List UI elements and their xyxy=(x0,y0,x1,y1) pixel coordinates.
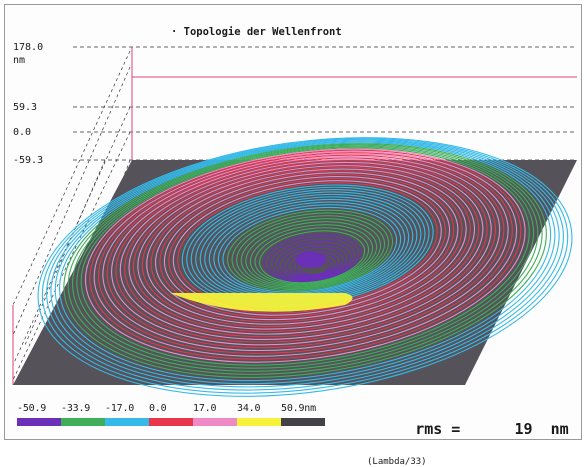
legend-swatch xyxy=(193,418,237,426)
surface-contour xyxy=(63,143,547,379)
legend-value: 50.9nm xyxy=(281,403,316,414)
legend-value: 17.0 xyxy=(193,403,217,414)
surface-contour xyxy=(282,246,346,279)
bounding-box-guides xyxy=(12,47,577,385)
z-tick-label: -59.3 xyxy=(13,155,43,166)
surface-contour xyxy=(84,148,526,363)
legend-values: -50.9 -33.9 -17.0 0.0 17.0 34.0 50.9nm xyxy=(17,403,325,414)
legend-swatch xyxy=(17,418,61,426)
surface-contour xyxy=(272,239,354,281)
surface-contour xyxy=(222,206,398,293)
z-tick-label: 178.0 xyxy=(13,42,43,53)
surface-contour xyxy=(128,161,484,335)
legend-swatch xyxy=(105,418,149,426)
surface-contour xyxy=(236,215,386,289)
surface-contour xyxy=(159,174,455,318)
surface-contour xyxy=(50,140,560,388)
z-tick-label: 59.3 xyxy=(13,102,37,113)
depth-guide xyxy=(12,131,131,381)
z-axis-unit: nm xyxy=(13,55,25,66)
surface-contour xyxy=(226,209,394,292)
surface-contour xyxy=(71,145,539,372)
surface-contour xyxy=(146,168,467,325)
surface-contour xyxy=(59,142,552,382)
z-tick-label: 0.0 xyxy=(13,127,31,138)
surface-contour xyxy=(124,160,488,338)
surface-contour xyxy=(80,147,530,366)
surface-contour xyxy=(150,170,463,323)
surface-contour xyxy=(249,224,374,286)
surface-contour xyxy=(37,137,573,397)
wavefront-surface xyxy=(37,137,573,397)
surface-contour xyxy=(41,138,569,394)
rms-value: 19 xyxy=(514,420,533,438)
surface-contour xyxy=(254,227,370,285)
legend-value: -17.0 xyxy=(105,403,135,414)
legend-value: 34.0 xyxy=(237,403,261,414)
surface-contour xyxy=(76,146,535,369)
surface-contour xyxy=(102,153,509,352)
surface-contour xyxy=(268,236,358,282)
surface-contour xyxy=(119,158,492,340)
surface-contour xyxy=(217,204,402,295)
legend-value: -50.9 xyxy=(17,403,47,414)
legend-swatch xyxy=(61,418,105,426)
plot-title: · Topologie der Wellenfront xyxy=(171,26,342,38)
surface-contour xyxy=(115,157,496,343)
surface-high-band xyxy=(170,293,353,312)
surface-minimum xyxy=(296,252,326,268)
surface-contour xyxy=(67,144,543,375)
surface-contour xyxy=(106,154,505,349)
legend-swatch xyxy=(237,418,281,426)
legend-value: -33.9 xyxy=(61,403,91,414)
surface-contour xyxy=(259,230,366,284)
color-legend: -50.9 -33.9 -17.0 0.0 17.0 34.0 50.9nm xyxy=(17,403,325,426)
surface-contour xyxy=(111,156,501,346)
legend-swatch xyxy=(149,418,193,426)
surface-contour xyxy=(97,152,513,354)
surface-contour xyxy=(154,172,459,321)
surface-contour xyxy=(141,166,471,328)
legend-swatches xyxy=(17,418,325,426)
surface-contour xyxy=(137,165,476,330)
surface-contour xyxy=(263,233,362,283)
surface-contour xyxy=(277,243,350,280)
depth-guide xyxy=(12,106,131,366)
surface-contour xyxy=(231,212,390,291)
plot-window: 178.0 59.3 0.0 -59.3 nm · Topologie der Wel… xyxy=(4,4,582,467)
depth-guide xyxy=(12,50,131,306)
surface-contour xyxy=(54,141,556,385)
legend-value: 0.0 xyxy=(149,403,167,414)
rms-lambda-note: (Lambda/33) xyxy=(367,457,427,467)
surface-contour xyxy=(168,178,446,314)
surface-contour xyxy=(46,139,564,391)
depth-guide xyxy=(12,66,131,336)
rms-label: rms = xyxy=(415,420,461,438)
legend-swatch xyxy=(281,418,325,426)
rms-unit: nm xyxy=(550,420,569,438)
surface-contour xyxy=(132,163,480,333)
surface-contour xyxy=(89,149,522,360)
wavefront-plot: 178.0 59.3 0.0 -59.3 nm · Topologie der Wel… xyxy=(12,26,577,397)
surface-contour xyxy=(245,221,378,287)
surface-contour xyxy=(163,176,451,316)
rms-readout: rms = 19 nm (Lambda/33) xyxy=(361,402,569,467)
surface-contour xyxy=(240,218,382,288)
surface-contour xyxy=(93,150,518,357)
z-axis-tick-labels: 178.0 59.3 0.0 -59.3 xyxy=(13,42,43,166)
surface-contour xyxy=(286,249,342,278)
